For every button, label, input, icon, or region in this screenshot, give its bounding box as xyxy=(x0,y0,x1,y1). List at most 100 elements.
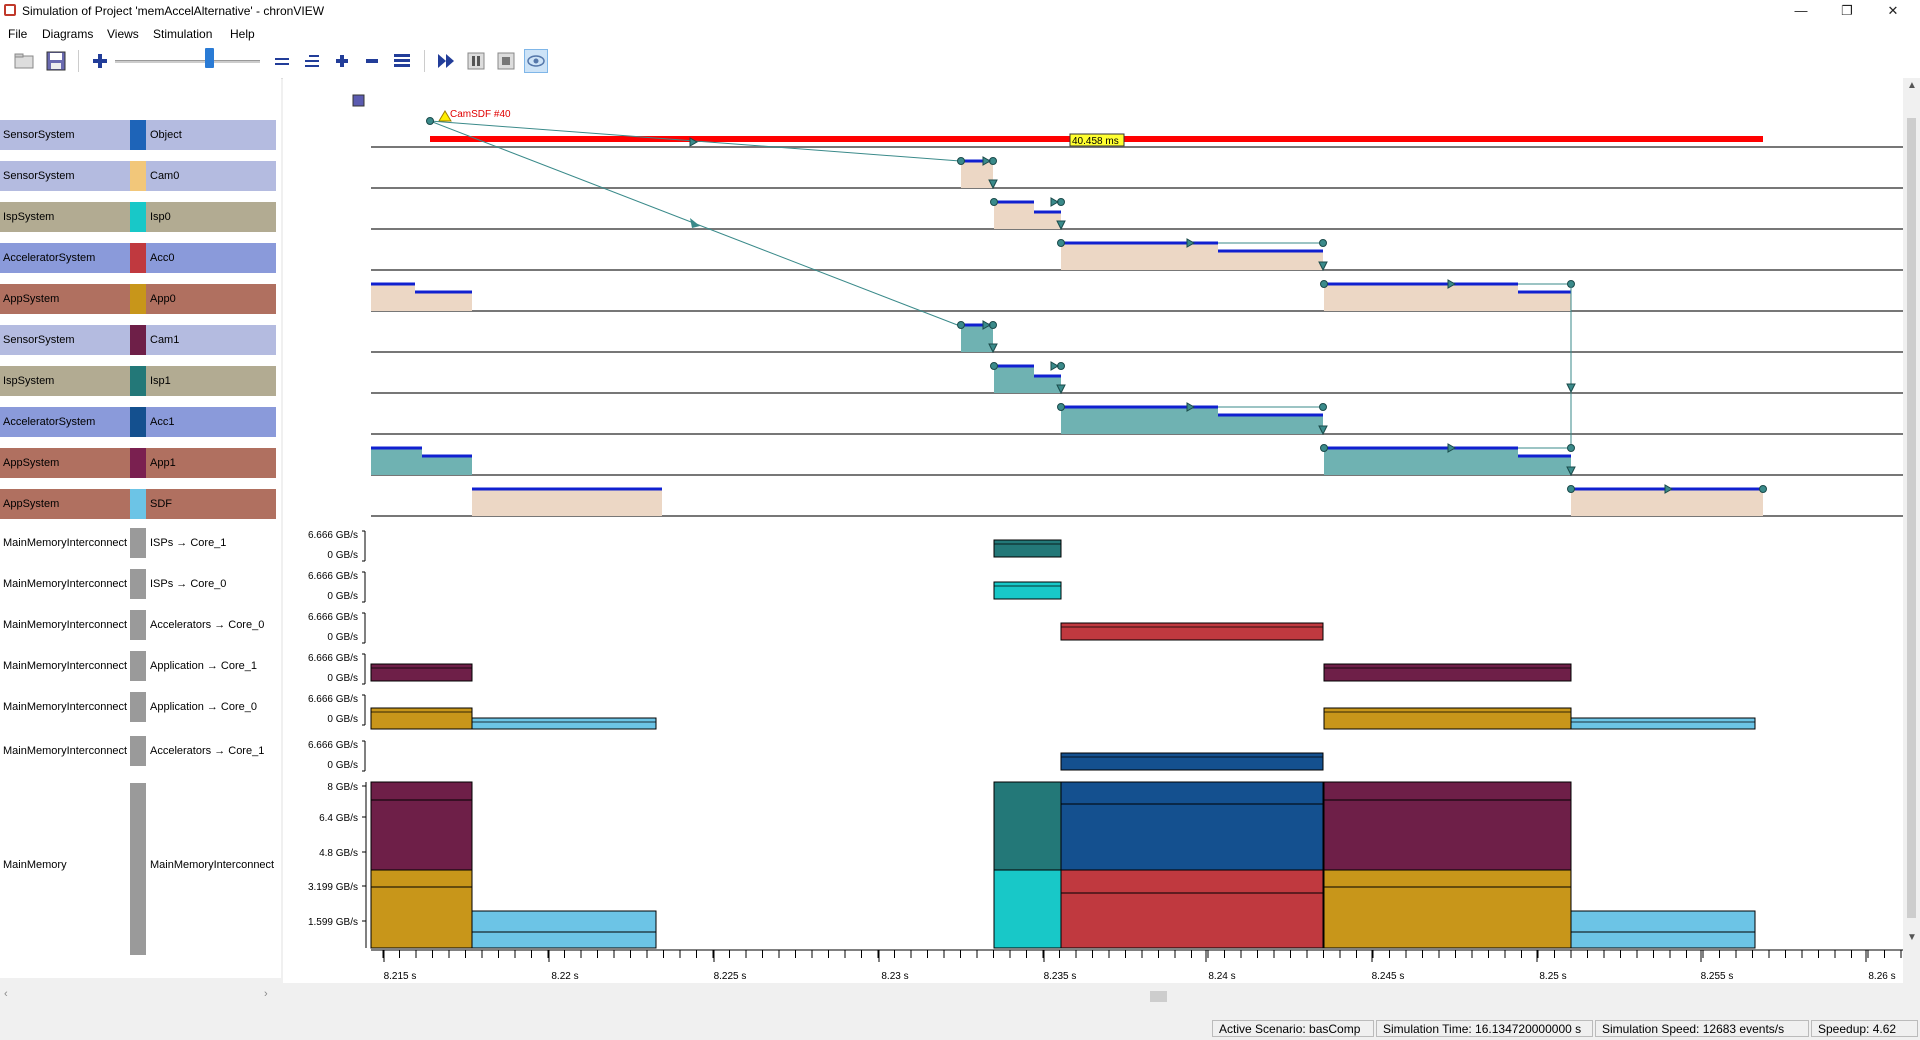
channel-row[interactable]: MainMemoryInterconnect Accelerators → Cor… xyxy=(0,610,281,640)
arrow-down xyxy=(1056,220,1066,231)
pause-icon[interactable] xyxy=(464,49,488,73)
track-name-label: Cam0 xyxy=(146,161,276,191)
stop-icon[interactable] xyxy=(494,49,518,73)
isp0-segment xyxy=(994,202,1034,229)
channel-color-chip xyxy=(130,610,146,640)
add-row-icon[interactable] xyxy=(330,49,354,73)
event-dot xyxy=(990,362,998,370)
channel-min-label: 0 GB/s xyxy=(327,632,358,643)
channel-color-chip xyxy=(130,569,146,599)
menu-views[interactable]: Views xyxy=(107,27,139,41)
arrow-right xyxy=(689,137,699,147)
memory-y-tick-label: 6.4 GB/s xyxy=(319,813,358,824)
channel-min-label: 0 GB/s xyxy=(327,591,358,602)
memory-system-label: MainMemory xyxy=(3,859,67,871)
arrow-right xyxy=(1186,402,1196,412)
save-icon[interactable] xyxy=(44,49,68,73)
remove-row-icon[interactable] xyxy=(360,49,384,73)
timeline-svg[interactable]: 40.458 ms CamSDF #40 6.666 GB/s 0 GB/s 6.666… xyxy=(283,78,1903,983)
close-button[interactable]: ✕ xyxy=(1887,3,1899,18)
track-name-label: App1 xyxy=(146,448,276,478)
isp0-segment xyxy=(1034,212,1061,229)
app1-segment xyxy=(422,456,472,475)
bandwidth-bar xyxy=(993,581,1062,600)
memory-stack-segment xyxy=(1323,781,1572,801)
menu-stimulation[interactable]: Stimulation xyxy=(153,27,213,41)
track-row[interactable]: SensorSystem Cam0 xyxy=(0,161,281,191)
isp1-segment xyxy=(994,366,1034,393)
track-color-chip xyxy=(130,161,146,191)
zoom-slider-handle[interactable] xyxy=(204,48,214,68)
maximize-button[interactable]: ❐ xyxy=(1841,3,1853,18)
track-name-label: Acc0 xyxy=(146,243,276,273)
track-row[interactable]: AppSystem SDF xyxy=(0,489,281,519)
channel-row[interactable]: MainMemoryInterconnect Application → Core… xyxy=(0,692,281,722)
track-row[interactable]: AppSystem App0 xyxy=(0,284,281,314)
eye-icon[interactable] xyxy=(524,49,548,73)
left-horizontal-scrollbar[interactable]: ‹ › xyxy=(0,988,281,1005)
track-row[interactable]: IspSystem Isp0 xyxy=(0,202,281,232)
vertical-scrollbar[interactable]: ▲ ▼ xyxy=(1903,78,1920,948)
memory-stack-segment xyxy=(1323,799,1572,871)
app0-segment xyxy=(371,284,415,311)
memory-stack-segment xyxy=(1060,892,1324,949)
memory-stack-segment xyxy=(370,799,473,871)
track-row[interactable]: IspSystem Isp1 xyxy=(0,366,281,396)
channel-row[interactable]: MainMemoryInterconnect ISPs → Core_0 xyxy=(0,569,281,599)
channel-name-label: Accelerators → Core_0 xyxy=(146,610,276,640)
rows-icon[interactable] xyxy=(390,49,414,73)
menu-file[interactable]: File xyxy=(8,27,28,41)
zoom-slider[interactable] xyxy=(115,60,260,63)
event-dot xyxy=(1567,444,1575,452)
track-label-panel: SensorSystem Object SensorSystem Cam0 IspSys… xyxy=(0,78,281,978)
x-axis-tick-label: 8.235 s xyxy=(1044,971,1077,982)
arrow-right xyxy=(1664,484,1674,494)
status-simulation-time: Simulation Time: 16.134720000000 s xyxy=(1376,1020,1593,1037)
x-axis-tick-label: 8.215 s xyxy=(384,971,417,982)
channel-row[interactable]: MainMemoryInterconnect Accelerators → Cor… xyxy=(0,736,281,766)
memory-stack-segment xyxy=(1060,803,1324,871)
fast-forward-icon[interactable] xyxy=(434,49,458,73)
app0-segment xyxy=(1324,284,1518,311)
track-color-chip xyxy=(130,202,146,232)
arrow-right xyxy=(982,320,992,330)
channel-system-label: MainMemoryInterconnect xyxy=(0,610,130,640)
track-system-label: SensorSystem xyxy=(0,120,130,150)
sdf-segment xyxy=(1571,489,1763,516)
menu-diagrams[interactable]: Diagrams xyxy=(42,27,94,41)
channel-row[interactable]: MainMemoryInterconnect Application → Core… xyxy=(0,651,281,681)
add-icon[interactable] xyxy=(88,49,112,73)
channel-max-label: 6.666 GB/s xyxy=(308,740,358,751)
align-icon[interactable] xyxy=(270,49,294,73)
track-row[interactable]: AcceleratorSystem Acc1 xyxy=(0,407,281,437)
arrow-down xyxy=(1566,383,1576,394)
timeline-chart[interactable]: 40.458 ms CamSDF #40 6.666 GB/s 0 GB/s 6.666… xyxy=(283,78,1903,983)
horizontal-scroll-thumb[interactable] xyxy=(1150,991,1167,1002)
track-row[interactable]: AppSystem App1 xyxy=(0,448,281,478)
arrow xyxy=(690,218,700,228)
menu-help[interactable]: Help xyxy=(230,27,255,41)
channel-color-chip xyxy=(130,651,146,681)
x-axis-tick-label: 8.225 s xyxy=(714,971,747,982)
channel-min-label: 0 GB/s xyxy=(327,760,358,771)
track-name-label: SDF xyxy=(146,489,276,519)
track-color-chip xyxy=(130,448,146,478)
window-title: Simulation of Project 'memAccelAlternati… xyxy=(22,4,325,18)
event-dot xyxy=(1319,239,1327,247)
track-system-label: AppSystem xyxy=(0,284,130,314)
vertical-scroll-thumb[interactable] xyxy=(1907,118,1916,918)
track-row[interactable]: SensorSystem Object xyxy=(0,120,281,150)
memory-row[interactable]: MainMemory MainMemoryInterconnect xyxy=(0,783,281,955)
event-dot xyxy=(1759,485,1767,493)
track-row[interactable]: AcceleratorSystem Acc0 xyxy=(0,243,281,273)
track-row[interactable]: SensorSystem Cam1 xyxy=(0,325,281,355)
channel-row[interactable]: MainMemoryInterconnect ISPs → Core_1 xyxy=(0,528,281,558)
minimize-button[interactable]: — xyxy=(1794,3,1808,18)
open-icon[interactable] xyxy=(12,49,36,73)
horizontal-scrollbar[interactable] xyxy=(375,988,1905,1005)
memory-y-tick-label: 3.199 GB/s xyxy=(308,882,358,893)
track-system-label: AppSystem xyxy=(0,448,130,478)
align-right-icon[interactable] xyxy=(300,49,324,73)
status-bar: Active Scenario: basComp Simulation Time… xyxy=(0,1018,1920,1040)
track-color-chip xyxy=(130,120,146,150)
